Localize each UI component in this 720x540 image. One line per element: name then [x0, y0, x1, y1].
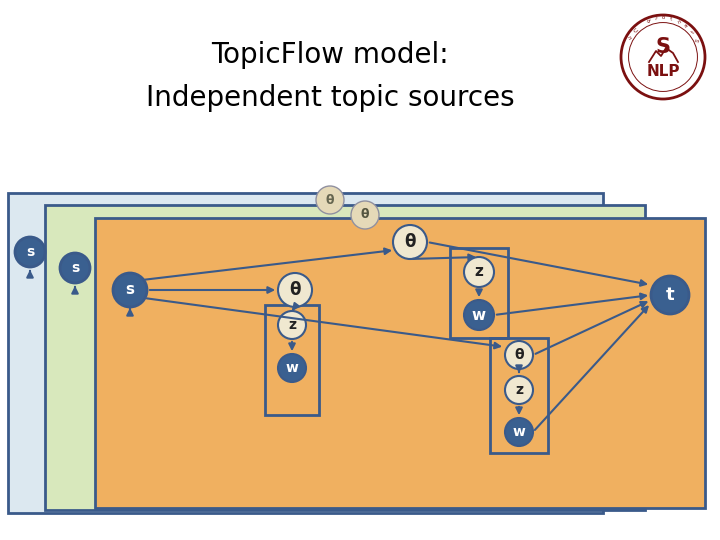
Text: s: s	[26, 245, 34, 259]
Text: θ: θ	[242, 285, 248, 295]
Text: w: w	[472, 307, 486, 322]
Text: o: o	[662, 16, 665, 21]
Text: TopicFlow model:: TopicFlow model:	[211, 41, 449, 69]
Text: θ: θ	[507, 280, 513, 290]
Text: NLP: NLP	[647, 64, 680, 78]
Circle shape	[505, 376, 533, 404]
Circle shape	[498, 306, 522, 330]
Text: θ: θ	[487, 285, 493, 295]
Circle shape	[478, 345, 502, 369]
Text: w: w	[366, 352, 374, 362]
Text: z: z	[242, 320, 248, 330]
Circle shape	[387, 272, 413, 298]
Text: w: w	[240, 352, 250, 362]
Text: s: s	[71, 261, 79, 275]
Text: w: w	[505, 343, 515, 353]
Circle shape	[358, 345, 382, 369]
Circle shape	[113, 273, 147, 307]
Text: w: w	[513, 425, 526, 439]
Text: Independent topic sources: Independent topic sources	[145, 84, 514, 112]
Text: θ: θ	[325, 193, 334, 206]
Circle shape	[464, 300, 494, 330]
Text: w: w	[395, 343, 405, 353]
Circle shape	[278, 354, 306, 382]
Text: a: a	[683, 23, 690, 29]
Text: t: t	[666, 286, 675, 304]
Circle shape	[357, 277, 383, 303]
Circle shape	[358, 313, 382, 337]
Circle shape	[505, 341, 533, 369]
Circle shape	[233, 345, 257, 369]
Bar	[8, 193, 603, 513]
Text: w: w	[276, 343, 284, 353]
Text: z: z	[487, 320, 493, 330]
Text: f: f	[670, 16, 673, 22]
Text: S: S	[655, 37, 670, 57]
Circle shape	[351, 201, 379, 229]
Circle shape	[268, 306, 292, 330]
Circle shape	[60, 253, 90, 283]
Bar	[450, 248, 508, 338]
Circle shape	[621, 15, 705, 99]
Text: z: z	[474, 265, 483, 280]
Text: w: w	[286, 361, 298, 375]
Text: d: d	[645, 18, 650, 24]
Text: s: s	[125, 282, 135, 298]
Circle shape	[15, 237, 45, 267]
Text: θ: θ	[289, 281, 301, 299]
Text: θ: θ	[397, 280, 403, 290]
Circle shape	[278, 273, 312, 307]
Circle shape	[464, 257, 494, 287]
Text: z: z	[288, 318, 296, 332]
Circle shape	[232, 277, 258, 303]
Text: θ: θ	[276, 280, 284, 290]
Text: t: t	[690, 30, 696, 35]
Text: z: z	[397, 313, 403, 323]
Text: θ: θ	[514, 348, 524, 362]
Circle shape	[478, 313, 502, 337]
Circle shape	[388, 306, 412, 330]
Text: w: w	[485, 352, 495, 362]
Text: z: z	[277, 313, 283, 323]
Text: z: z	[367, 320, 373, 330]
Text: n: n	[677, 18, 682, 25]
Circle shape	[267, 272, 293, 298]
Circle shape	[497, 272, 523, 298]
Circle shape	[505, 418, 533, 446]
Circle shape	[233, 313, 257, 337]
Text: U: U	[631, 28, 637, 34]
Bar	[45, 205, 645, 510]
Text: θ: θ	[404, 233, 415, 251]
Circle shape	[316, 186, 344, 214]
Circle shape	[498, 336, 522, 360]
Text: r: r	[654, 16, 657, 21]
Bar	[490, 338, 548, 453]
Circle shape	[388, 336, 412, 360]
Circle shape	[393, 225, 427, 259]
Text: θ: θ	[361, 208, 369, 221]
Circle shape	[651, 276, 689, 314]
Bar	[265, 305, 319, 415]
Text: z: z	[515, 383, 523, 397]
Circle shape	[477, 277, 503, 303]
Circle shape	[268, 336, 292, 360]
Bar	[95, 218, 705, 508]
Text: z: z	[507, 313, 513, 323]
Circle shape	[278, 311, 306, 339]
Text: n: n	[626, 35, 632, 40]
Text: θ: θ	[366, 285, 374, 295]
Text: S: S	[696, 38, 701, 43]
